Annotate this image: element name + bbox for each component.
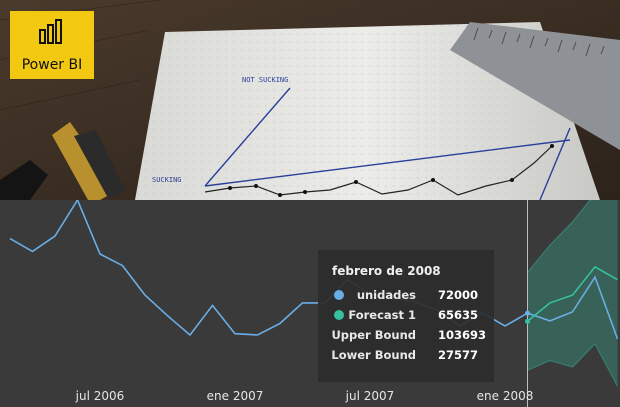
pen-cap (74, 130, 126, 198)
series-line-forecast[interactable] (526, 265, 618, 322)
hover-point-forecast (525, 318, 530, 324)
tooltip-title: febrero de 2008 (332, 264, 441, 278)
ruler-marks (473, 27, 605, 57)
tooltip-rows: unidades 72000 Forecast 1 65635 Upper Bound 1… (331, 287, 486, 367)
tooltip-value: 72000 (438, 288, 479, 302)
tooltip-label: unidades (356, 288, 416, 302)
tooltip-value: 27577 (438, 348, 479, 362)
x-tick-label: ene 2007 (206, 389, 264, 403)
chart-canvas[interactable] (0, 200, 620, 407)
tooltip-row: Lower Bound 27577 (331, 347, 482, 367)
confidence-band (527, 200, 618, 387)
legend-dot-icon (334, 310, 344, 320)
hand-drawn-line (204, 145, 553, 196)
header-photo: NOT SUCKING SUCKING (0, 0, 620, 200)
tooltip-label: Forecast 1 (348, 308, 416, 322)
ruler (450, 22, 620, 150)
brand-name: Power BI (21, 57, 83, 73)
chart-tooltip: febrero de 2008 unidades 72000 Forecast 1 6… (318, 250, 494, 382)
tooltip-label: Upper Bound (331, 328, 416, 342)
legend-dot-icon (334, 290, 344, 300)
tooltip-value: 103693 (438, 328, 487, 342)
x-tick-label: jul 2007 (345, 389, 395, 403)
hand-label-top: NOT SUCKING (242, 76, 288, 84)
pen-black (0, 160, 48, 200)
tooltip-row: unidades 72000 (332, 287, 482, 307)
tooltip-row: Forecast 1 65635 (332, 307, 482, 327)
hand-label-bottom: SUCKING (152, 176, 182, 184)
upper-bound-line (527, 200, 591, 273)
hand-drawn-chart (204, 87, 571, 200)
series-line-unidades[interactable] (9, 200, 619, 340)
power-bi-logo: Power BI (10, 11, 94, 79)
tooltip-label: Lower Bound (331, 348, 416, 362)
hover-point-unidades (525, 310, 530, 316)
series-layer (9, 200, 619, 387)
power-bi-icon (39, 19, 62, 44)
hover-markers (525, 310, 530, 324)
forecast-chart[interactable]: jul 2006 ene 2007 jul 2007 ene 2008 febrero… (0, 200, 620, 407)
tooltip-row: Upper Bound 103693 (331, 327, 486, 347)
x-tick-label: ene 2008 (476, 389, 534, 403)
tooltip-value: 65635 (438, 308, 479, 322)
lower-bound-line (527, 343, 618, 387)
x-tick-label: jul 2006 (75, 389, 125, 403)
hand-drawn-points (228, 144, 554, 197)
